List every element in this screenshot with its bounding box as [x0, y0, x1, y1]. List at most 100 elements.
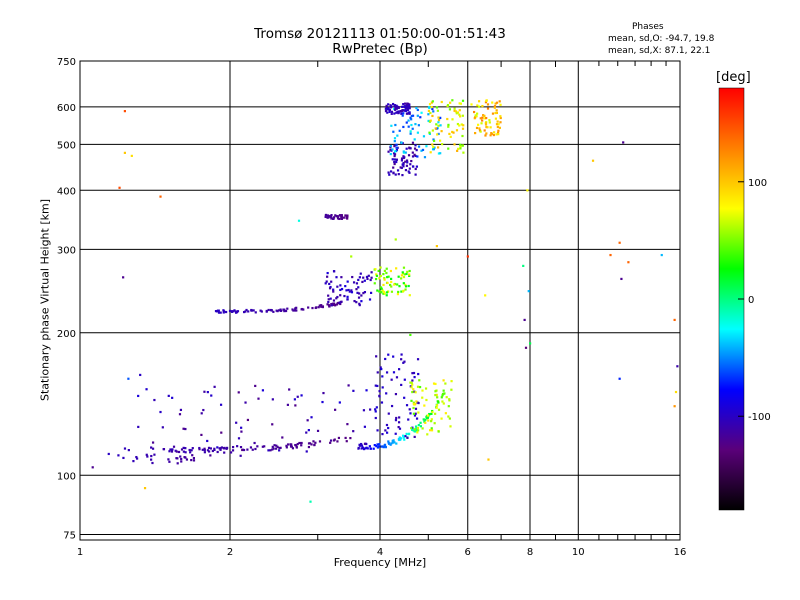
data-point — [394, 108, 397, 111]
data-point — [393, 160, 396, 164]
data-point — [618, 241, 621, 244]
data-point — [360, 442, 363, 446]
data-point — [622, 141, 625, 144]
data-point — [179, 408, 183, 412]
data-point — [472, 110, 476, 114]
data-point — [397, 421, 401, 424]
data-point — [449, 135, 452, 138]
data-point — [481, 104, 484, 108]
data-point — [435, 393, 438, 396]
data-point — [410, 114, 413, 118]
data-point — [279, 308, 282, 311]
data-point — [420, 149, 423, 152]
data-point — [480, 122, 483, 125]
data-point — [378, 394, 381, 397]
data-point — [453, 109, 456, 112]
data-point — [143, 487, 147, 490]
data-point — [358, 292, 361, 295]
data-point — [375, 445, 378, 448]
data-point — [352, 281, 356, 284]
data-point — [436, 127, 439, 130]
data-point — [432, 148, 436, 151]
data-point — [459, 102, 463, 105]
data-point — [395, 158, 398, 161]
data-point — [246, 448, 249, 451]
data-point — [411, 127, 414, 130]
data-point — [220, 431, 223, 434]
data-point — [427, 109, 431, 113]
data-point — [190, 449, 193, 452]
data-point — [337, 436, 341, 440]
data-point — [314, 441, 317, 444]
data-point — [383, 269, 386, 273]
data-point — [219, 403, 223, 406]
data-point — [393, 140, 396, 143]
data-point — [413, 435, 416, 438]
data-point — [408, 294, 411, 297]
data-point — [189, 451, 192, 454]
data-point — [427, 113, 430, 116]
data-point — [486, 103, 490, 106]
data-point — [310, 443, 313, 446]
data-point — [180, 448, 184, 451]
data-point — [673, 318, 676, 322]
data-point — [360, 294, 363, 297]
data-point — [306, 419, 309, 422]
data-point — [411, 141, 415, 144]
data-point — [391, 439, 394, 442]
phase-stats-o: mean, sd,O: -94.7, 19.8 — [608, 34, 715, 44]
data-point — [395, 160, 398, 164]
data-point — [419, 425, 422, 428]
data-point — [404, 283, 407, 286]
data-point — [192, 457, 196, 460]
data-point — [388, 110, 391, 113]
data-point — [329, 441, 332, 444]
data-point — [674, 390, 678, 394]
data-point — [340, 276, 343, 279]
data-point — [276, 445, 279, 448]
data-point — [285, 444, 288, 447]
data-point — [153, 453, 156, 456]
data-point — [399, 438, 402, 441]
data-point — [403, 378, 406, 381]
data-point — [382, 283, 385, 287]
data-point — [389, 106, 392, 109]
data-point — [393, 162, 396, 166]
data-point — [382, 446, 385, 449]
data-point — [411, 426, 414, 429]
data-point — [440, 130, 443, 133]
data-point — [376, 371, 379, 374]
data-point — [390, 105, 393, 108]
data-point — [429, 111, 432, 115]
data-point — [387, 150, 390, 153]
data-point — [334, 214, 337, 217]
data-point — [336, 302, 339, 305]
data-point — [239, 445, 243, 449]
data-point — [393, 145, 396, 148]
data-point — [384, 446, 388, 449]
data-point — [375, 355, 378, 358]
data-point — [171, 448, 174, 451]
data-point — [369, 408, 372, 411]
data-point — [228, 309, 232, 313]
data-point — [132, 460, 135, 463]
data-point — [295, 446, 298, 449]
data-point — [309, 500, 312, 503]
data-point — [455, 129, 459, 132]
data-point — [410, 427, 413, 430]
data-point — [135, 457, 139, 460]
data-point — [206, 439, 209, 443]
data-point — [327, 300, 330, 304]
data-point — [335, 214, 338, 218]
data-point — [408, 432, 411, 435]
data-point — [448, 417, 451, 420]
data-point — [259, 309, 262, 312]
data-point — [446, 104, 450, 107]
data-point — [352, 389, 355, 392]
data-point — [431, 107, 434, 111]
data-point — [280, 309, 283, 312]
data-point — [489, 126, 492, 129]
data-point — [386, 275, 389, 279]
data-point — [405, 272, 408, 276]
data-point — [373, 282, 376, 285]
